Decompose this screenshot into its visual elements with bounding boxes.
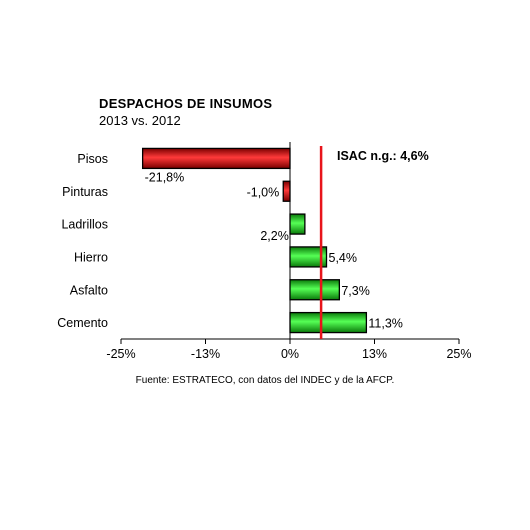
- value-label-pinturas: -1,0%: [247, 185, 280, 199]
- bar-cemento: [289, 311, 368, 334]
- chart-subtitle: 2013 vs. 2012: [99, 113, 181, 128]
- bar-pisos: [141, 147, 291, 170]
- value-label-hierro: 5,4%: [329, 251, 358, 265]
- value-label-asfalto: 7,3%: [341, 284, 370, 298]
- value-label-cemento: 11,3%: [368, 317, 403, 331]
- category-label-asfalto: Asfalto: [70, 283, 108, 297]
- bar-ladrillos: [289, 213, 306, 235]
- x-tick-label: -13%: [191, 347, 220, 361]
- category-label-cemento: Cemento: [57, 316, 108, 330]
- category-label-pinturas: Pinturas: [62, 185, 108, 199]
- bar-asfalto: [289, 279, 340, 301]
- category-label-hierro: Hierro: [74, 250, 108, 264]
- x-tick-label: -25%: [106, 347, 135, 361]
- value-label-ladrillos: 2,2%: [260, 229, 289, 243]
- x-tick-label: 0%: [281, 347, 299, 361]
- bar-pinturas: [282, 180, 291, 202]
- x-tick-label: 13%: [362, 347, 387, 361]
- category-label-ladrillos: Ladrillos: [61, 218, 108, 232]
- x-tick-label: 25%: [446, 347, 471, 361]
- source-note: Fuente: ESTRATECO, con datos del INDEC y…: [135, 375, 395, 386]
- value-label-pisos: -21,8%: [145, 170, 185, 184]
- reference-line-label: ISAC n.g.: 4,6%: [337, 149, 429, 163]
- chart-title: DESPACHOS DE INSUMOS: [99, 96, 273, 111]
- category-label-pisos: Pisos: [77, 152, 108, 166]
